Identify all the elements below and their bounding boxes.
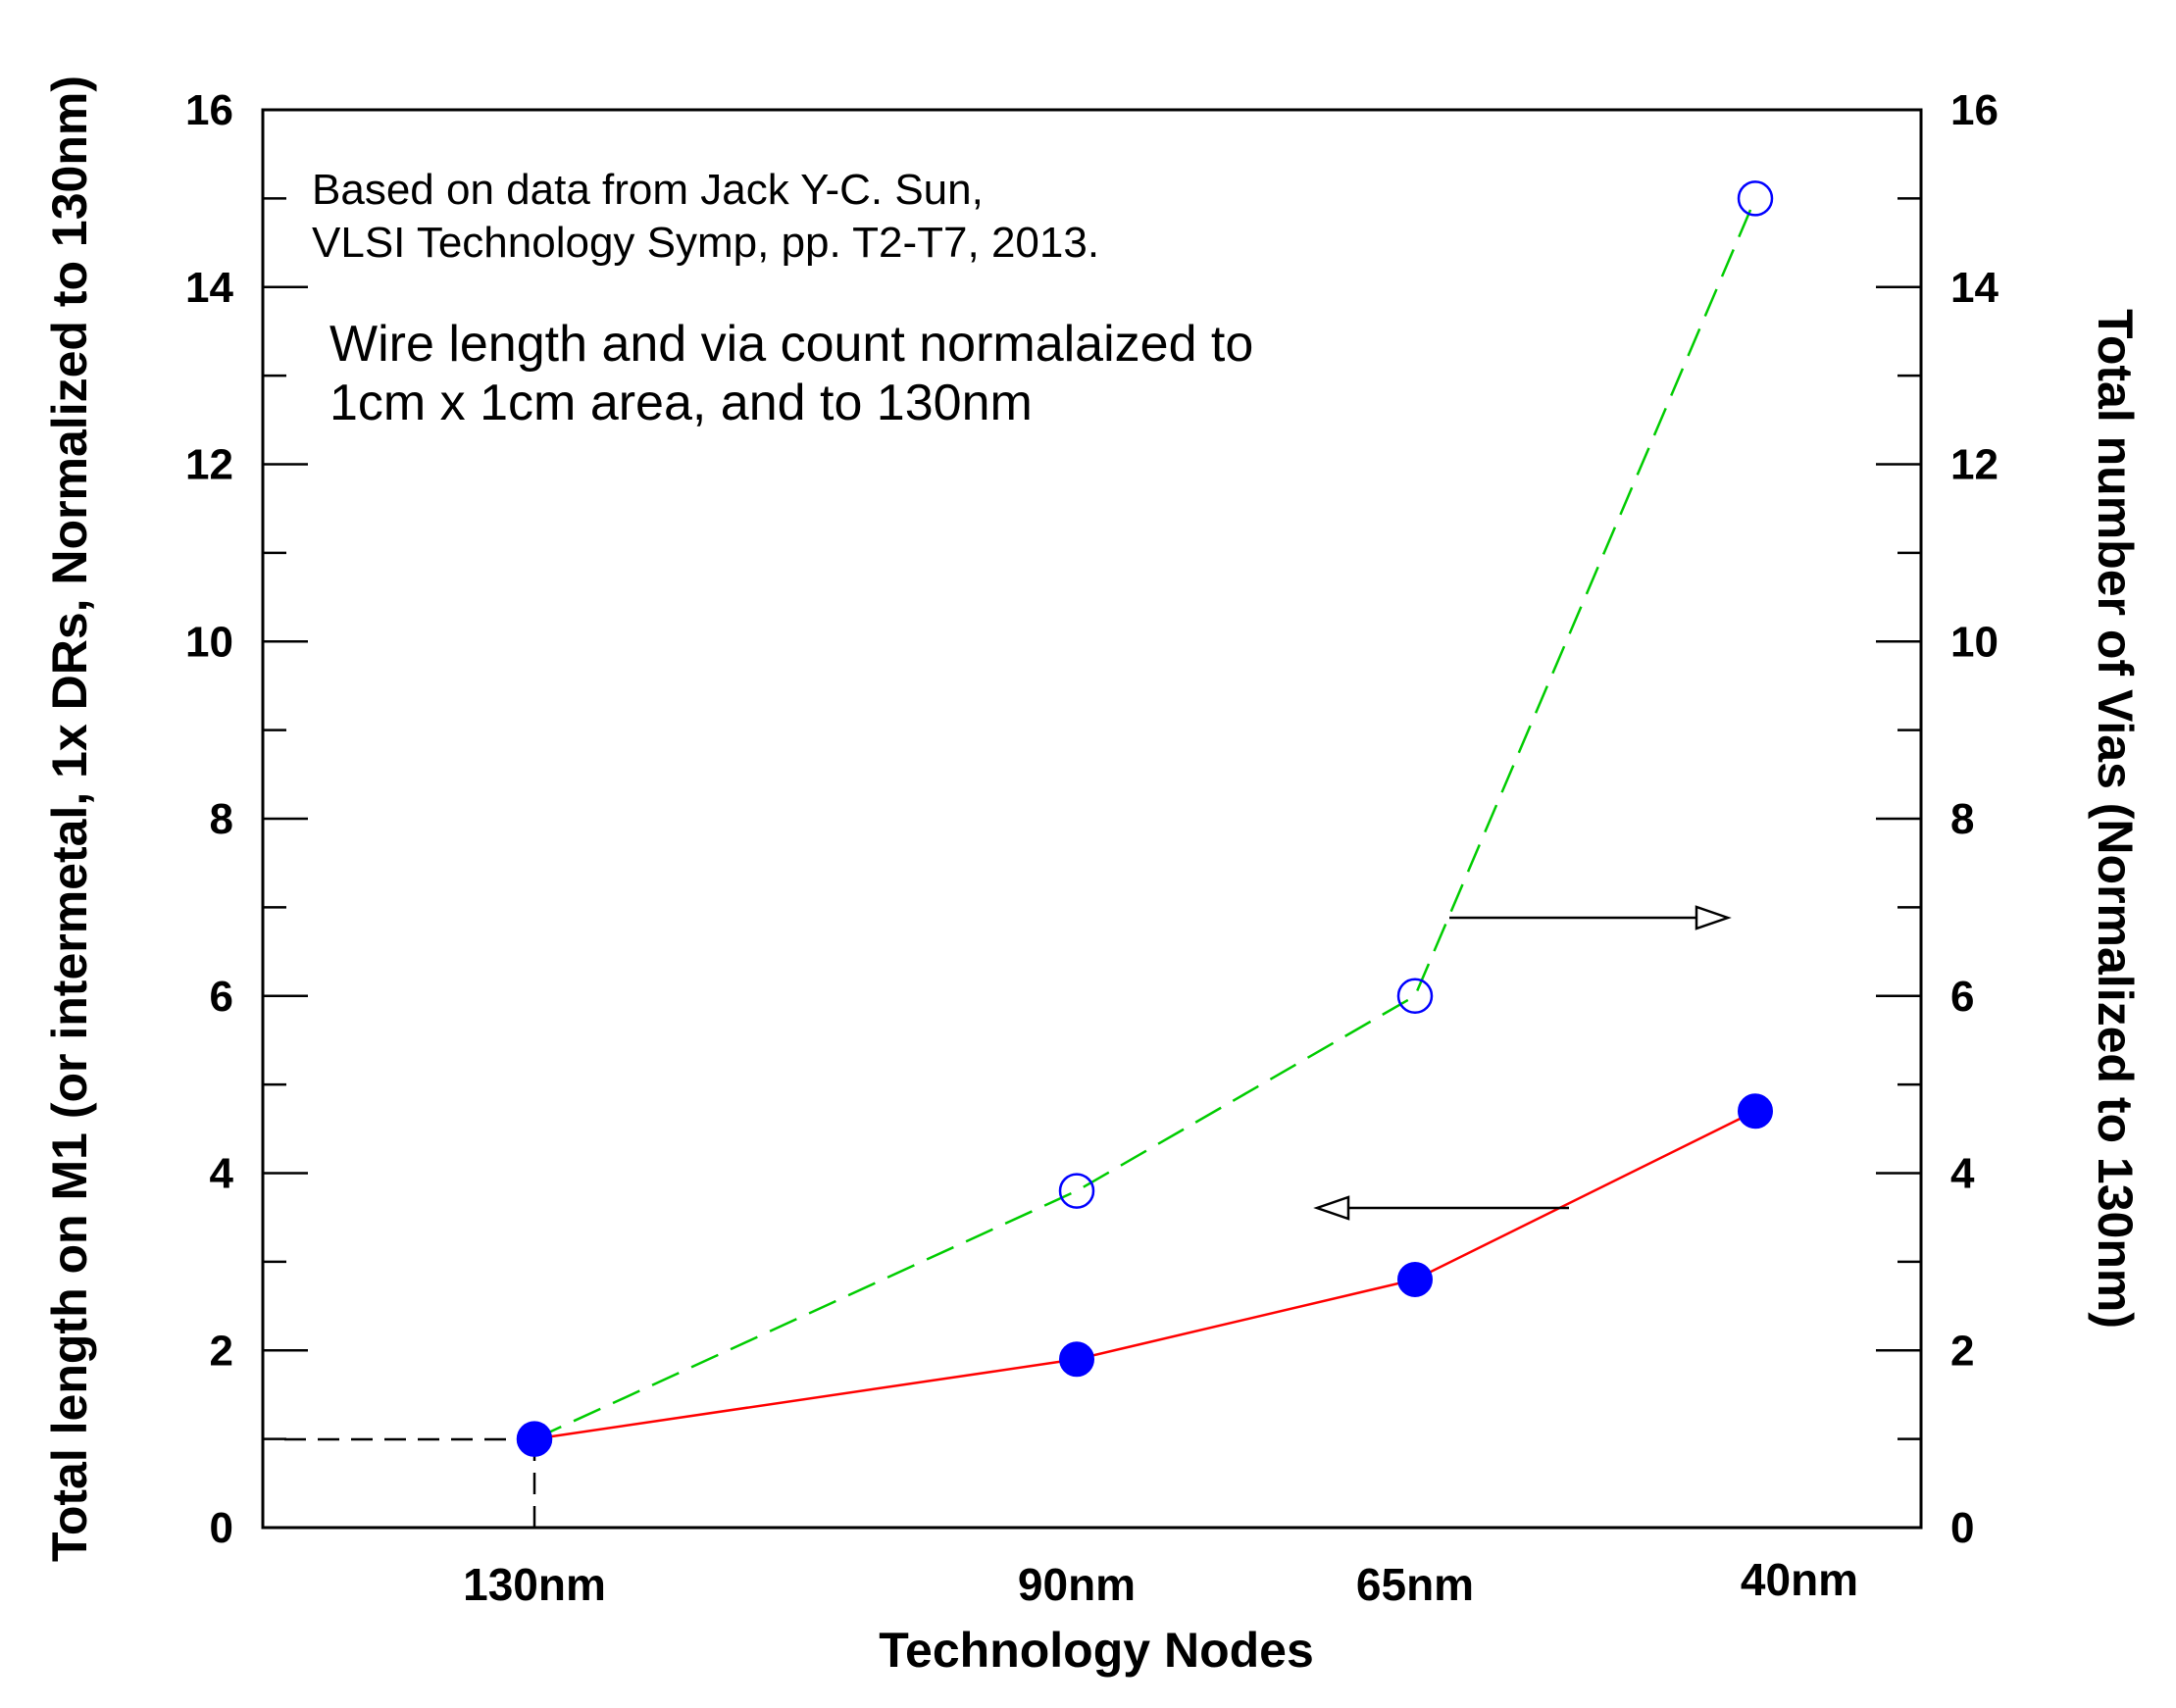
source-note-line2: VLSI Technology Symp, pp. T2-T7, 2013. [312, 219, 1099, 267]
right-axis-ticks [1876, 108, 1921, 1530]
right-tick-label: 6 [1950, 973, 1974, 1021]
arrow-right-axis [1449, 905, 1732, 930]
normalization-note-line1: Wire length and via count normalaized to [329, 316, 1253, 373]
series-1-point [1059, 1341, 1094, 1378]
arrow-left-axis [1313, 1195, 1569, 1221]
right-tick-label: 12 [1950, 441, 1999, 489]
series-2-point [1396, 978, 1434, 1014]
right-tick-label: 16 [1950, 86, 1999, 134]
source-note-line1: Based on data from Jack Y-C. Sun, [312, 166, 984, 214]
x-tick-label: 90nm [1018, 1559, 1136, 1610]
series-1-line [533, 1110, 1756, 1440]
right-tick-label: 0 [1950, 1504, 1974, 1552]
series-1 [517, 1093, 1773, 1457]
right-axis-title: Total number of Vias (Normalized to 130n… [2088, 309, 2143, 1329]
right-tick-label: 10 [1950, 618, 1999, 666]
right-tick-label: 4 [1950, 1150, 1975, 1198]
left-axis-tick-labels: 0 2 4 6 8 10 12 14 16 [185, 86, 233, 1552]
normalization-note-line2: 1cm x 1cm area, and to 130nm [329, 375, 1033, 431]
x-tick-label: 130nm [463, 1559, 606, 1610]
x-axis-tick-labels: 130nm 90nm 65nm 40nm [463, 1554, 1858, 1610]
x-axis-title: Technology Nodes [879, 1623, 1314, 1678]
series-1-point [517, 1421, 552, 1457]
left-tick-label: 6 [210, 973, 233, 1021]
series-2-point [1058, 1173, 1095, 1209]
series-1-point [1738, 1093, 1773, 1130]
left-tick-label: 14 [185, 264, 233, 312]
left-tick-label: 12 [185, 441, 233, 489]
left-tick-label: 2 [210, 1327, 233, 1375]
x-tick-label: 65nm [1356, 1559, 1474, 1610]
left-tick-label: 0 [210, 1504, 233, 1552]
right-axis-tick-labels: 0 2 4 6 8 10 12 14 16 [1950, 86, 1999, 1552]
series-2-point [1737, 180, 1774, 217]
left-tick-label: 16 [185, 86, 233, 134]
right-tick-label: 14 [1950, 264, 1999, 312]
left-tick-label: 10 [185, 618, 233, 666]
right-tick-label: 8 [1950, 795, 1974, 843]
series-1-point [1397, 1261, 1433, 1297]
right-tick-label: 2 [1950, 1327, 1974, 1375]
x-tick-label: 40nm [1741, 1554, 1858, 1605]
left-axis-title: Total length on M1 (or intermetal, 1x DR… [42, 75, 97, 1562]
series-layer [516, 180, 1774, 1457]
left-tick-label: 4 [210, 1150, 234, 1198]
series-2-line [533, 197, 1757, 1440]
left-axis-ticks [263, 108, 308, 1530]
left-tick-label: 8 [210, 795, 233, 843]
